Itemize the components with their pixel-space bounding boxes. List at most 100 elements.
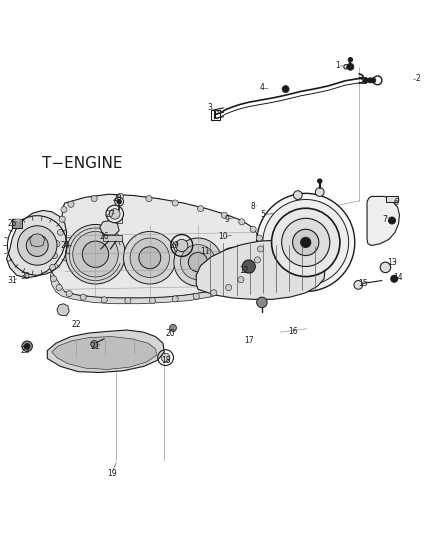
Text: 7: 7 (382, 215, 387, 224)
Circle shape (391, 275, 398, 282)
Circle shape (293, 229, 319, 255)
Circle shape (363, 78, 368, 83)
Circle shape (49, 264, 56, 270)
Text: 14: 14 (393, 273, 403, 282)
Polygon shape (30, 233, 45, 247)
Circle shape (91, 341, 98, 348)
Circle shape (130, 238, 170, 278)
Circle shape (347, 63, 354, 70)
Text: 15: 15 (358, 279, 367, 288)
Text: 27: 27 (106, 211, 115, 219)
Text: 28: 28 (113, 194, 122, 203)
Circle shape (50, 276, 57, 282)
Circle shape (263, 199, 349, 285)
Circle shape (221, 212, 227, 219)
Circle shape (25, 344, 30, 349)
Circle shape (18, 226, 57, 265)
Circle shape (59, 216, 65, 222)
Circle shape (250, 226, 256, 232)
Polygon shape (52, 336, 157, 369)
Text: 20: 20 (165, 328, 175, 337)
Circle shape (247, 267, 254, 273)
Circle shape (254, 257, 261, 263)
Circle shape (211, 290, 217, 296)
Polygon shape (12, 219, 22, 228)
Text: 22: 22 (72, 320, 81, 329)
Circle shape (149, 297, 155, 304)
Polygon shape (13, 221, 21, 224)
Text: 19: 19 (107, 469, 117, 478)
Circle shape (174, 238, 222, 286)
Circle shape (216, 247, 253, 284)
Circle shape (51, 253, 57, 259)
Text: 11: 11 (200, 247, 210, 256)
Circle shape (117, 193, 124, 199)
Text: 9: 9 (224, 215, 230, 224)
Circle shape (110, 209, 120, 219)
Circle shape (61, 206, 67, 213)
Text: 5: 5 (260, 211, 265, 219)
Circle shape (117, 199, 121, 204)
Circle shape (176, 239, 188, 252)
Polygon shape (367, 197, 399, 246)
Polygon shape (103, 235, 122, 241)
Text: 4: 4 (259, 83, 265, 92)
Circle shape (172, 296, 178, 302)
Circle shape (161, 353, 170, 362)
Text: 26: 26 (99, 232, 109, 241)
Polygon shape (7, 211, 67, 278)
Text: 30: 30 (21, 272, 30, 281)
Circle shape (106, 205, 124, 223)
Circle shape (193, 293, 199, 300)
Circle shape (66, 290, 72, 297)
Text: 8: 8 (251, 201, 255, 211)
Circle shape (82, 241, 109, 268)
Circle shape (318, 179, 322, 183)
Text: 24: 24 (60, 241, 70, 250)
Polygon shape (13, 223, 21, 226)
Circle shape (91, 196, 97, 201)
Circle shape (180, 245, 215, 280)
Circle shape (222, 253, 247, 278)
Circle shape (239, 219, 245, 225)
Circle shape (389, 217, 396, 224)
Text: 29: 29 (170, 241, 179, 250)
Text: 1: 1 (335, 61, 339, 70)
Circle shape (256, 235, 262, 241)
Text: 2: 2 (416, 74, 420, 83)
Polygon shape (13, 219, 21, 222)
Circle shape (73, 231, 118, 277)
Circle shape (293, 191, 302, 199)
Circle shape (115, 197, 124, 206)
Text: 21: 21 (91, 342, 100, 351)
Circle shape (146, 196, 152, 201)
Text: 12: 12 (240, 266, 249, 276)
Text: 31: 31 (7, 276, 17, 285)
Circle shape (272, 208, 340, 277)
Text: 13: 13 (387, 259, 397, 268)
Circle shape (26, 235, 48, 256)
Polygon shape (109, 213, 122, 223)
Circle shape (80, 294, 86, 300)
Text: 16: 16 (288, 327, 297, 336)
Text: T−ENGINE: T−ENGINE (42, 156, 122, 171)
Polygon shape (100, 221, 119, 235)
Polygon shape (386, 197, 398, 201)
Polygon shape (50, 248, 261, 304)
Circle shape (101, 297, 107, 303)
Circle shape (198, 206, 204, 212)
Circle shape (348, 58, 353, 62)
Circle shape (367, 78, 373, 83)
Circle shape (315, 188, 324, 197)
Polygon shape (57, 304, 69, 316)
Circle shape (282, 86, 289, 93)
Circle shape (282, 219, 330, 266)
Circle shape (139, 247, 161, 269)
Circle shape (172, 200, 178, 206)
Circle shape (300, 237, 311, 248)
Circle shape (22, 341, 32, 351)
Circle shape (124, 231, 176, 284)
Circle shape (125, 297, 131, 304)
Polygon shape (196, 240, 325, 300)
Polygon shape (47, 330, 164, 373)
